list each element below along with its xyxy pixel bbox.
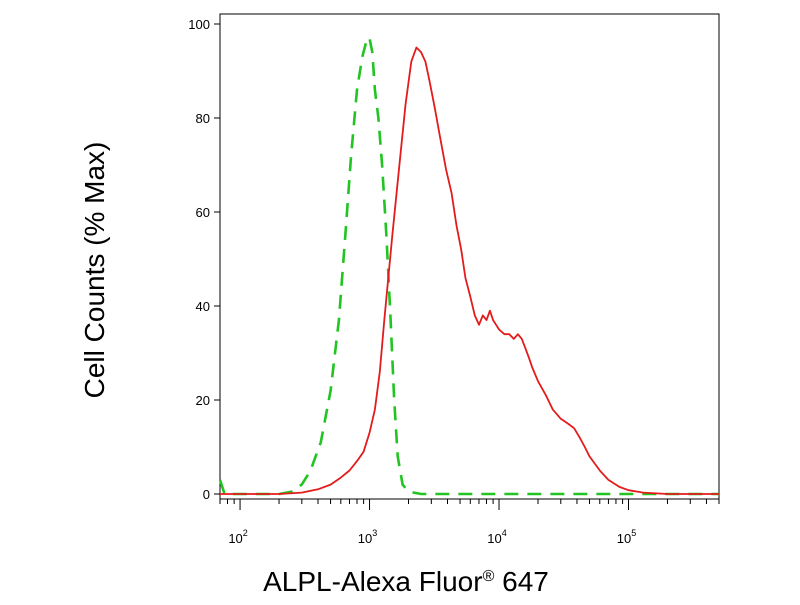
plot-frame bbox=[219, 13, 720, 500]
series-layer bbox=[218, 36, 719, 496]
x-axis-title-tail: 647 bbox=[494, 566, 549, 597]
y-tick-label: 60 bbox=[196, 205, 210, 220]
y-axis-title: Cell Counts (% Max) bbox=[79, 142, 110, 399]
x-tick-label: 102 bbox=[228, 528, 247, 546]
x-axis-title-main: ALPL-Alexa Fluor bbox=[263, 566, 482, 597]
axes-layer: 0 20 40 60 80 100 102 103 104 105 bbox=[188, 13, 720, 546]
x-axis-title: ALPL-Alexa Fluor® 647 bbox=[263, 566, 549, 597]
y-tick-label: 0 bbox=[203, 487, 210, 502]
sample-histogram-curve bbox=[220, 46, 719, 495]
x-axis-title-mark: ® bbox=[483, 568, 495, 585]
y-tick-label: 100 bbox=[188, 17, 210, 32]
x-tick-label: 105 bbox=[617, 528, 636, 546]
x-tick-label: 103 bbox=[358, 528, 377, 546]
x-tick-label: 104 bbox=[487, 528, 506, 546]
isotype-control-curve bbox=[218, 36, 719, 496]
y-tick-label: 40 bbox=[196, 299, 210, 314]
y-tick-label: 80 bbox=[196, 111, 210, 126]
y-tick-label: 20 bbox=[196, 393, 210, 408]
